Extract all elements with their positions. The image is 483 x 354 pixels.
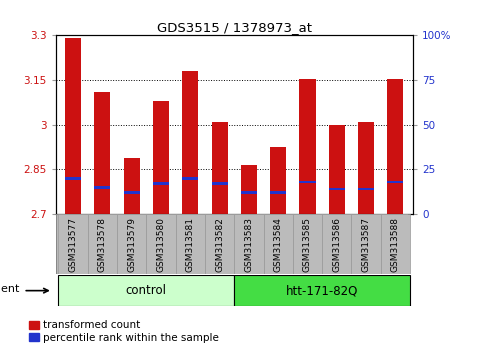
FancyBboxPatch shape [234, 275, 410, 306]
FancyBboxPatch shape [58, 214, 88, 274]
Text: GSM313584: GSM313584 [274, 217, 283, 272]
Bar [124, 192, 140, 194]
Bar [241, 165, 257, 214]
Bar [212, 122, 227, 214]
Bar [94, 186, 111, 189]
FancyBboxPatch shape [352, 214, 381, 274]
Title: GDS3515 / 1378973_at: GDS3515 / 1378973_at [157, 21, 312, 34]
FancyBboxPatch shape [293, 214, 322, 274]
Text: GSM313585: GSM313585 [303, 217, 312, 272]
Bar [182, 71, 199, 214]
FancyBboxPatch shape [322, 214, 352, 274]
FancyBboxPatch shape [205, 214, 234, 274]
Bar [329, 125, 345, 214]
Text: GSM313588: GSM313588 [391, 217, 400, 272]
Text: GSM313578: GSM313578 [98, 217, 107, 272]
FancyBboxPatch shape [381, 214, 410, 274]
Text: GSM313577: GSM313577 [69, 217, 78, 272]
Text: GSM313587: GSM313587 [362, 217, 370, 272]
Text: GSM313581: GSM313581 [186, 217, 195, 272]
Text: GSM313579: GSM313579 [127, 217, 136, 272]
Bar [153, 182, 169, 185]
FancyBboxPatch shape [58, 275, 234, 306]
FancyBboxPatch shape [117, 214, 146, 274]
Bar [94, 92, 111, 214]
FancyBboxPatch shape [234, 214, 264, 274]
Bar [212, 182, 227, 185]
Bar [270, 192, 286, 194]
Bar [65, 38, 81, 214]
Bar [65, 177, 81, 180]
Bar [270, 147, 286, 214]
Text: GSM313582: GSM313582 [215, 217, 224, 272]
FancyBboxPatch shape [56, 214, 407, 274]
Bar [153, 101, 169, 214]
Text: GSM313583: GSM313583 [244, 217, 254, 272]
Text: control: control [126, 284, 167, 297]
Bar [299, 181, 315, 183]
Text: GSM313580: GSM313580 [156, 217, 166, 272]
Bar [358, 188, 374, 190]
Bar [241, 192, 257, 194]
Legend: transformed count, percentile rank within the sample: transformed count, percentile rank withi… [29, 320, 219, 343]
FancyBboxPatch shape [264, 214, 293, 274]
FancyBboxPatch shape [176, 214, 205, 274]
Bar [182, 177, 199, 180]
Bar [124, 158, 140, 214]
FancyBboxPatch shape [146, 214, 176, 274]
Text: htt-171-82Q: htt-171-82Q [286, 284, 358, 297]
Text: GSM313586: GSM313586 [332, 217, 341, 272]
Bar [387, 79, 403, 214]
Bar [387, 181, 403, 183]
Bar [358, 122, 374, 214]
FancyBboxPatch shape [88, 214, 117, 274]
Bar [299, 79, 315, 214]
Text: agent: agent [0, 284, 19, 294]
Bar [329, 188, 345, 190]
